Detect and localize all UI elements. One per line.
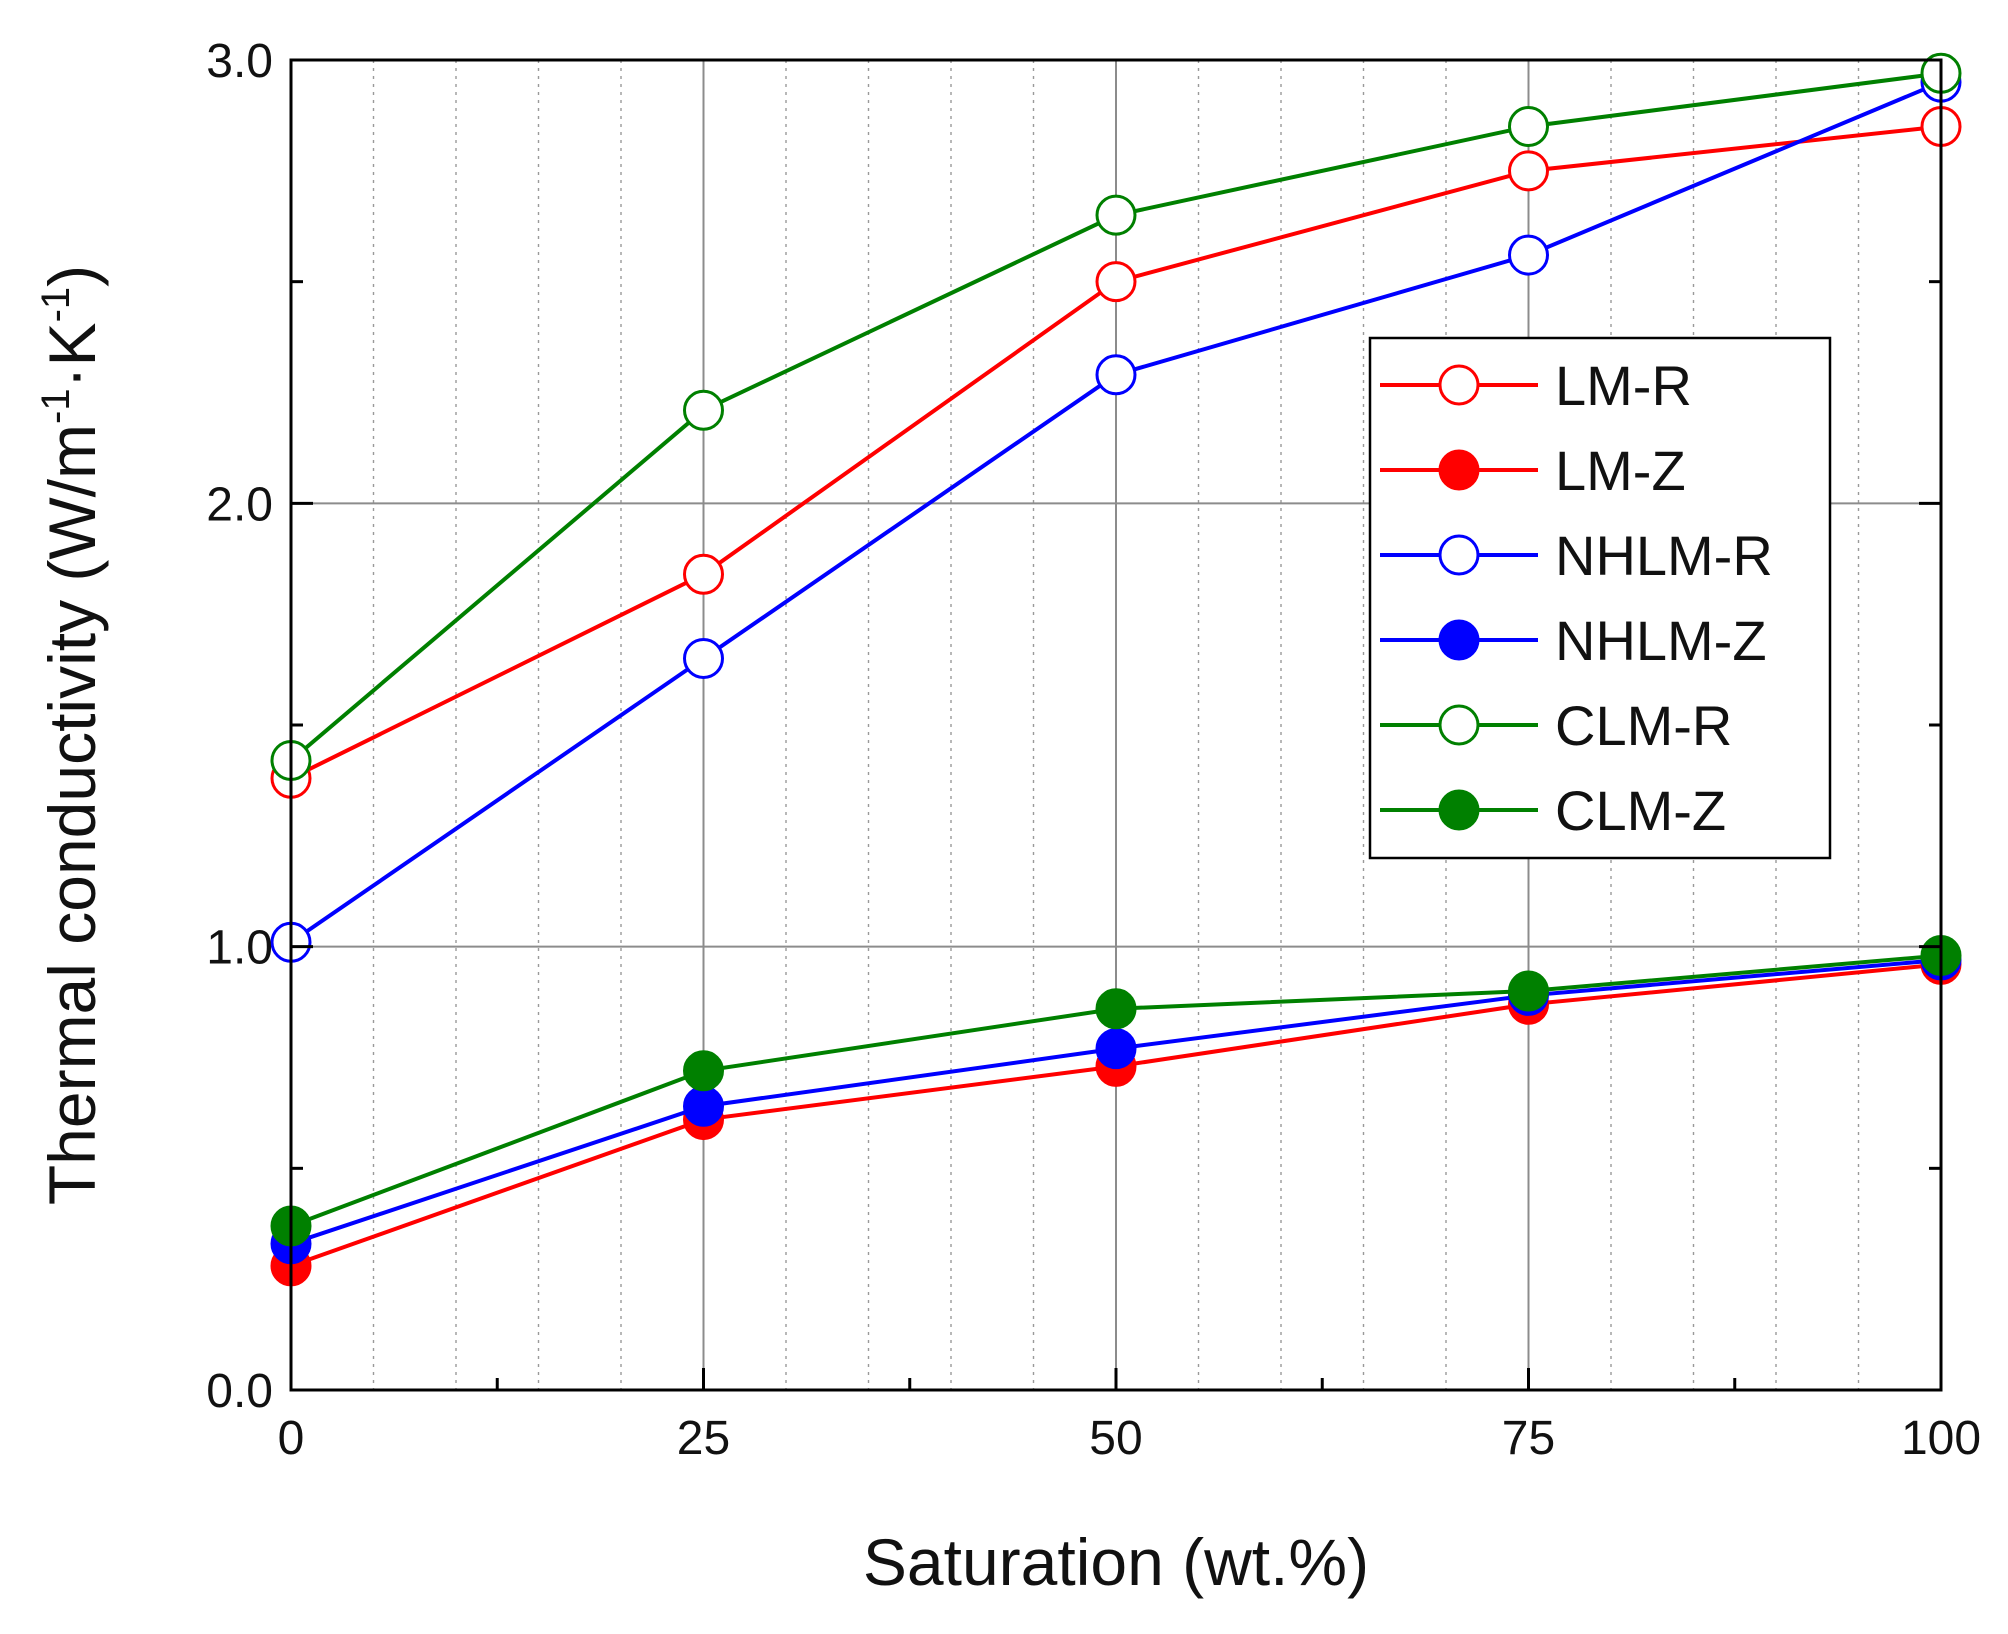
y-axis-title-sup1: -1 bbox=[34, 388, 78, 424]
legend-entry-nhlm-r: NHLM-R bbox=[1380, 524, 1773, 587]
data-point-nhlm-r bbox=[683, 638, 724, 679]
data-point-nhlm-z bbox=[683, 1085, 724, 1127]
data-point-clm-r bbox=[1095, 194, 1137, 236]
y-tick-label: 1.0 bbox=[206, 922, 273, 975]
legend-marker-lm-r bbox=[1438, 364, 1480, 406]
y-tick-label: 2.0 bbox=[206, 478, 273, 531]
series-lm-r bbox=[270, 106, 1962, 799]
series-nhlm-r bbox=[270, 61, 1962, 963]
x-tick-label: 25 bbox=[677, 1412, 730, 1465]
legend-marker-clm-r bbox=[1438, 704, 1480, 746]
legend-entry-nhlm-z: NHLM-Z bbox=[1380, 609, 1767, 672]
legend-label-nhlm-z: NHLM-Z bbox=[1555, 609, 1767, 672]
legend-marker-nhlm-r bbox=[1438, 534, 1480, 576]
x-tick-label: 100 bbox=[1901, 1412, 1981, 1465]
legend-entry-clm-r: CLM-R bbox=[1380, 694, 1732, 757]
legend-entry-lm-r: LM-R bbox=[1380, 354, 1692, 417]
x-axis-title: Saturation (wt.%) bbox=[863, 1525, 1369, 1599]
legend-marker-lm-z bbox=[1438, 449, 1480, 491]
data-point-clm-z bbox=[683, 1050, 724, 1092]
y-axis-title-main: Thermal conductivity (W/m bbox=[35, 424, 109, 1205]
data-point-clm-z bbox=[1095, 988, 1137, 1030]
legend-label-nhlm-r: NHLM-R bbox=[1555, 524, 1773, 587]
data-point-lm-r bbox=[683, 553, 724, 595]
data-point-clm-z bbox=[1508, 970, 1549, 1012]
series-clm-z bbox=[270, 935, 1962, 1247]
y-axis-title-end: ) bbox=[35, 265, 109, 287]
legend-box bbox=[1368, 336, 1832, 860]
x-tick-label: 0 bbox=[278, 1412, 305, 1465]
data-point-clm-r bbox=[683, 389, 724, 431]
series-clm-r bbox=[270, 52, 1962, 781]
legend-entry-clm-z: CLM-Z bbox=[1380, 779, 1726, 842]
y-tick-label: 0.0 bbox=[206, 1365, 273, 1418]
legend-label-lm-z: LM-Z bbox=[1555, 439, 1686, 502]
grid bbox=[291, 60, 1941, 1390]
data-point-clm-r bbox=[1508, 106, 1549, 147]
legend-label-lm-r: LM-R bbox=[1555, 354, 1692, 417]
x-tick-label: 75 bbox=[1502, 1412, 1555, 1465]
data-point-lm-r bbox=[1095, 261, 1137, 303]
legend-label-clm-r: CLM-R bbox=[1555, 694, 1732, 757]
x-tick-label: 50 bbox=[1089, 1412, 1142, 1465]
legend-marker-clm-z bbox=[1438, 789, 1480, 831]
data-point-nhlm-z bbox=[1095, 1028, 1137, 1070]
data-point-nhlm-r bbox=[1095, 354, 1137, 396]
y-axis-title-mid: ·K bbox=[35, 322, 109, 388]
y-axis-title: Thermal conductivity (W/m-1·K-1) bbox=[34, 265, 109, 1205]
legend-label-clm-z: CLM-Z bbox=[1555, 779, 1726, 842]
legend-entry-lm-z: LM-Z bbox=[1380, 439, 1686, 502]
legend-marker-nhlm-z bbox=[1438, 619, 1480, 661]
data-point-lm-r bbox=[1508, 150, 1549, 192]
y-axis-title-sup2: -1 bbox=[34, 287, 78, 323]
y-tick-label: 3.0 bbox=[206, 35, 273, 88]
axis-ticks bbox=[289, 58, 1943, 1392]
legend: LM-R LM-Z NHLM-R NHLM-Z CLM-R CLM-Z bbox=[1368, 336, 1832, 860]
tick-labels: 0 25 50 75 100 0.0 1.0 2.0 3.0 bbox=[206, 35, 1981, 1465]
data-point-nhlm-r bbox=[1508, 234, 1549, 276]
